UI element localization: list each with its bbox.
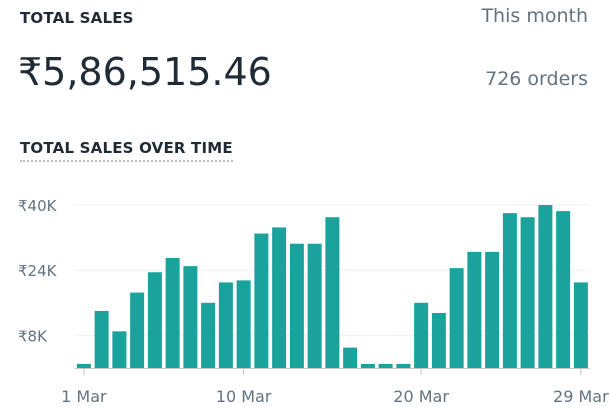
bar-13-mar[interactable]: 13 Mar xyxy=(289,243,304,368)
bar-9-mar[interactable]: 9 Mar xyxy=(218,282,233,368)
bar-3-mar[interactable]: 3 Mar xyxy=(112,331,127,368)
bar-5-mar[interactable]: 5 Mar xyxy=(147,272,162,368)
x-tick-label: 1 Mar xyxy=(61,387,107,406)
bar-23-mar[interactable]: 23 Mar xyxy=(467,251,482,368)
bar-20-mar[interactable]: 20 Mar xyxy=(414,302,429,368)
chart-title[interactable]: TOTAL SALES OVER TIME xyxy=(20,138,233,162)
orders-count: 726 orders xyxy=(485,68,588,90)
bar-21-mar[interactable]: 21 Mar xyxy=(431,312,446,368)
metric-label: TOTAL SALES xyxy=(20,9,134,27)
y-tick-label: ₹40K xyxy=(18,197,58,215)
period-label: This month xyxy=(481,5,588,27)
bar-16-mar[interactable]: 16 Mar xyxy=(343,347,358,369)
bar-2-mar[interactable]: 2 Mar xyxy=(94,310,109,368)
bar-24-mar[interactable]: 24 Mar xyxy=(485,251,500,368)
bar-1-mar[interactable]: 1 Mar xyxy=(76,363,91,368)
x-axis-labels: 1 Mar 10 Mar 20 Mar 29 Mar xyxy=(61,387,609,406)
y-axis-labels: ₹8K ₹24K ₹40K xyxy=(18,197,58,345)
bar-18-mar[interactable]: 18 Mar xyxy=(378,363,393,368)
x-tick-label: 20 Mar xyxy=(393,387,449,406)
card-header: TOTAL SALES This month xyxy=(20,5,588,32)
bar-29-mar[interactable]: 29 Mar xyxy=(573,282,588,368)
x-axis xyxy=(75,368,590,375)
bar-14-mar[interactable]: 14 Mar xyxy=(307,243,322,368)
x-tick-label: 10 Mar xyxy=(216,387,272,406)
bar-19-mar[interactable]: 19 Mar xyxy=(396,363,411,368)
total-sales-value: ₹5,86,515.46 xyxy=(18,50,272,94)
bar-6-mar[interactable]: 6 Mar xyxy=(165,257,180,368)
bar-28-mar[interactable]: 28 Mar xyxy=(556,211,571,368)
bar-7-mar[interactable]: 7 Mar xyxy=(183,266,198,369)
bar-22-mar[interactable]: 22 Mar xyxy=(449,268,464,368)
bar-26-mar[interactable]: 26 Mar xyxy=(520,217,535,368)
y-tick-label: ₹24K xyxy=(18,262,58,280)
bar-4-mar[interactable]: 4 Mar xyxy=(130,292,145,368)
bar-17-mar[interactable]: 17 Mar xyxy=(360,363,375,368)
bar-15-mar[interactable]: 15 Mar xyxy=(325,217,340,368)
bar-8-mar[interactable]: 8 Mar xyxy=(201,302,216,368)
bar-11-mar[interactable]: 11 Mar xyxy=(254,233,269,368)
x-tick-label: 29 Mar xyxy=(553,387,609,406)
bar-27-mar[interactable]: 27 Mar xyxy=(538,205,553,368)
bar-10-mar[interactable]: 10 Mar xyxy=(236,280,251,368)
y-tick-label: ₹8K xyxy=(18,327,48,345)
bar-12-mar[interactable]: 12 Mar xyxy=(272,227,287,368)
bar-25-mar[interactable]: 25 Mar xyxy=(502,213,517,368)
